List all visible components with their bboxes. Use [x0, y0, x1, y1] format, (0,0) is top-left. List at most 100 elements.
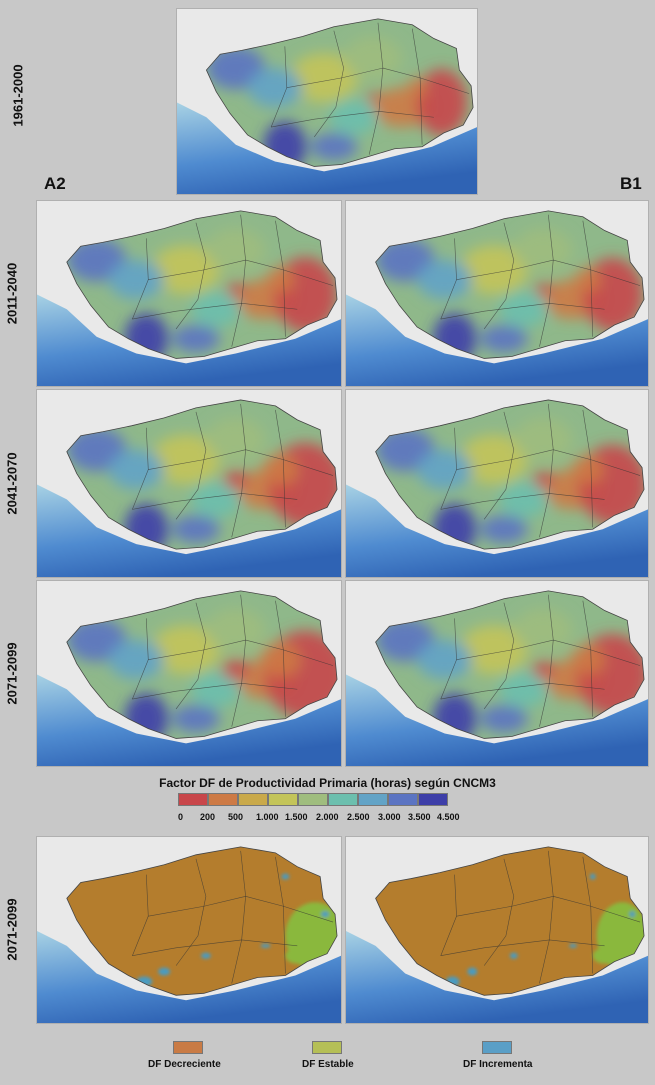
- legend-label-decreciente: DF Decreciente: [148, 1059, 221, 1070]
- increase-patch: [589, 873, 596, 880]
- scale-tick-label: 4.500: [437, 812, 460, 822]
- scale-swatch-1: [208, 793, 238, 806]
- scale-tick-label: 2.000: [316, 812, 339, 822]
- province-border: [132, 303, 298, 320]
- province-border: [286, 67, 470, 94]
- increase-patch: [467, 967, 478, 976]
- province-border: [456, 639, 641, 666]
- map-svg: [346, 581, 648, 766]
- scale-tick-label: 2.500: [347, 812, 370, 822]
- map-svg: [37, 837, 341, 1023]
- province-border: [314, 30, 344, 138]
- increase-patch: [629, 911, 636, 918]
- legend-label-estable: DF Estable: [302, 1059, 354, 1070]
- value-field: [513, 417, 573, 462]
- province-border: [483, 858, 515, 966]
- region-outline: [375, 846, 645, 996]
- province-border: [175, 411, 207, 520]
- value-field: [266, 266, 295, 293]
- value-field: [459, 245, 529, 295]
- value-field: [190, 291, 241, 327]
- period-label-2011-2040: 2011-2040: [4, 262, 20, 325]
- province-border: [132, 493, 298, 510]
- sea: [37, 930, 341, 1023]
- increase-patch: [569, 943, 577, 948]
- map-a2-2071-2099: [36, 580, 342, 767]
- map-a2-2011-2040: [36, 200, 342, 387]
- region-outline: [66, 846, 338, 996]
- scale-swatch-7: [388, 793, 418, 806]
- legend-swatch-decreciente: [173, 1041, 203, 1054]
- province-border: [175, 602, 207, 710]
- sea: [346, 484, 648, 577]
- map-svg: [346, 837, 648, 1023]
- increase-patch: [158, 967, 171, 976]
- value-field: [190, 481, 241, 518]
- increase-patch: [281, 873, 290, 880]
- color-scale-bar: [178, 793, 448, 806]
- province-border: [483, 222, 515, 330]
- province-border: [148, 896, 334, 923]
- province-border: [440, 238, 457, 320]
- province-border: [148, 259, 334, 286]
- value-field: [367, 92, 379, 103]
- region-outline: [375, 210, 645, 359]
- stable-zone: [592, 947, 617, 964]
- province-border: [132, 238, 149, 320]
- sea: [37, 674, 341, 766]
- province-border: [440, 303, 605, 320]
- value-field: [343, 36, 403, 80]
- value-field: [572, 455, 604, 484]
- value-field: [172, 704, 220, 733]
- scale-tick-label: 200: [200, 812, 216, 822]
- value-field: [151, 625, 221, 675]
- value-field: [108, 640, 165, 680]
- region-outline: [66, 590, 338, 739]
- value-field: [172, 324, 220, 353]
- value-field: [108, 449, 165, 490]
- scale-tick-label: 0: [178, 812, 184, 822]
- map-svg: [346, 201, 648, 386]
- province-border: [539, 594, 554, 727]
- map-svg: [37, 581, 341, 766]
- province-border: [483, 411, 515, 520]
- value-field: [205, 417, 266, 462]
- scenario-label-a2: A2: [44, 174, 66, 193]
- value-field: [151, 245, 221, 295]
- map-change-a2-2071-2099: [36, 836, 342, 1024]
- map-svg: [37, 201, 341, 386]
- scale-swatch-8: [418, 793, 448, 806]
- province-border: [132, 939, 298, 957]
- legend-title: Factor DF de Productividad Primaria (hor…: [159, 776, 496, 790]
- province-border: [368, 22, 384, 155]
- province-border: [456, 896, 641, 923]
- land-base: [66, 846, 338, 996]
- value-field: [247, 68, 303, 108]
- map-baseline-1961-2000: [176, 8, 478, 195]
- province-border: [440, 939, 605, 957]
- value-field: [535, 283, 552, 297]
- value-field: [532, 661, 555, 679]
- region-outline: [205, 18, 474, 167]
- value-field: [416, 69, 468, 136]
- sea: [346, 674, 648, 766]
- value-field: [260, 642, 301, 678]
- value-field: [480, 704, 528, 733]
- sea: [346, 930, 648, 1023]
- value-field: [221, 659, 250, 680]
- scale-swatch-5: [328, 793, 358, 806]
- sea: [177, 102, 477, 194]
- map-svg: [177, 9, 477, 194]
- value-field: [310, 132, 358, 161]
- value-field: [513, 608, 573, 652]
- period-label-baseline: 1961-2000: [10, 64, 26, 127]
- map-a2-2041-2070: [36, 389, 342, 578]
- sea: [346, 294, 648, 386]
- province-border: [271, 111, 434, 128]
- scale-swatch-0: [178, 793, 208, 806]
- province-border: [456, 259, 641, 286]
- value-field: [328, 99, 378, 135]
- value-field: [459, 434, 529, 485]
- value-field: [289, 53, 359, 103]
- map-b1-2011-2040: [345, 200, 649, 387]
